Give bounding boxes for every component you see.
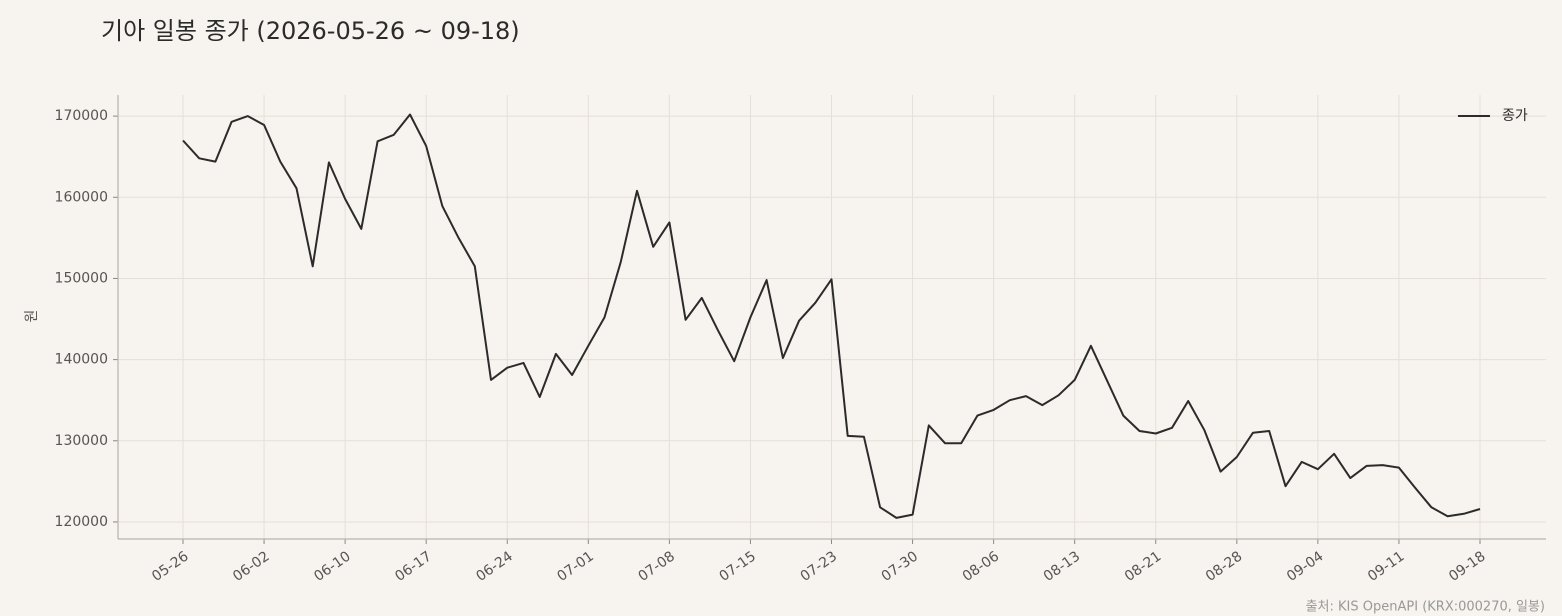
y-tick-label: 170000 <box>55 108 108 124</box>
x-tick-label: 09-11 <box>1365 548 1408 584</box>
x-tick-label: 09-04 <box>1284 548 1327 584</box>
y-tick-label: 140000 <box>55 352 108 368</box>
x-tick-label: 08-28 <box>1203 548 1246 584</box>
x-tick-label: 06-02 <box>230 548 273 584</box>
x-tick-label: 06-17 <box>392 548 435 584</box>
x-tick-label: 06-10 <box>311 548 354 584</box>
y-tick-label: 130000 <box>55 433 108 449</box>
y-axis-label: 원 <box>24 310 40 323</box>
y-tick-label: 160000 <box>55 189 108 205</box>
x-tick-label: 06-24 <box>473 548 516 584</box>
x-tick-label: 09-18 <box>1446 548 1489 584</box>
x-tick-label: 08-21 <box>1122 548 1165 584</box>
price-line <box>182 113 1481 519</box>
x-tick-label: 05-26 <box>149 548 192 584</box>
x-tick-label: 07-23 <box>798 548 841 584</box>
x-tick-label: 07-30 <box>879 548 922 584</box>
chart-title: 기아 일봉 종가 (2026-05-26 ~ 09-18) <box>101 17 520 45</box>
legend-label: 종가 <box>1502 108 1528 124</box>
source-note: 출처: KIS OpenAPI (KRX:000270, 일봉) <box>1306 600 1545 615</box>
x-tick-label: 08-13 <box>1041 548 1084 584</box>
x-tick-label: 07-08 <box>635 548 678 584</box>
x-tick-label: 07-15 <box>717 548 760 584</box>
y-tick-label: 150000 <box>55 270 108 286</box>
y-tick-label: 120000 <box>55 514 108 530</box>
x-tick-label: 07-01 <box>554 548 597 584</box>
x-tick-label: 08-06 <box>960 548 1003 584</box>
